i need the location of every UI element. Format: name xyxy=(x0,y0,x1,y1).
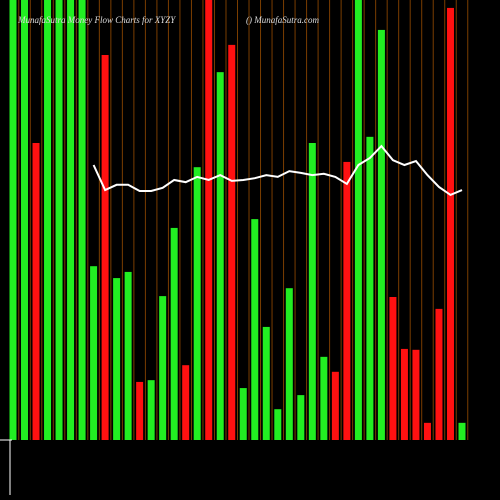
bar xyxy=(400,348,408,440)
bar xyxy=(159,296,167,440)
chart-subtitle: () MunafaSutra.com xyxy=(246,15,319,25)
bar xyxy=(90,266,98,440)
money-flow-line xyxy=(92,144,463,197)
bar xyxy=(147,380,155,440)
bar xyxy=(182,365,190,440)
bar xyxy=(9,0,17,440)
bar xyxy=(113,278,121,440)
bar xyxy=(354,0,362,440)
bar xyxy=(251,219,259,440)
bar xyxy=(67,0,75,440)
bar xyxy=(21,0,29,440)
bar xyxy=(216,72,224,440)
bar xyxy=(366,136,374,440)
bar xyxy=(239,388,247,440)
bar xyxy=(458,422,466,440)
bar xyxy=(412,349,420,440)
bar xyxy=(228,44,236,440)
bar xyxy=(170,227,178,440)
bar xyxy=(32,143,40,440)
bar xyxy=(446,7,454,440)
bar xyxy=(124,271,132,440)
bar xyxy=(343,161,351,441)
bar xyxy=(285,288,293,440)
bar xyxy=(331,371,339,440)
bar xyxy=(274,409,282,440)
bar xyxy=(389,297,397,440)
chart-title: MunafaSutra Money Flow Charts for XYZY xyxy=(17,15,176,25)
bar xyxy=(320,356,328,440)
bar xyxy=(78,0,86,440)
bar xyxy=(308,143,316,440)
bar xyxy=(44,0,52,440)
bar xyxy=(55,0,63,440)
bar xyxy=(136,381,144,440)
bar xyxy=(101,55,109,440)
bar xyxy=(262,326,270,440)
bar xyxy=(297,395,305,440)
bar xyxy=(423,422,431,440)
bar xyxy=(377,29,385,440)
bar xyxy=(435,308,443,440)
bar xyxy=(193,167,201,440)
bar xyxy=(205,0,213,440)
